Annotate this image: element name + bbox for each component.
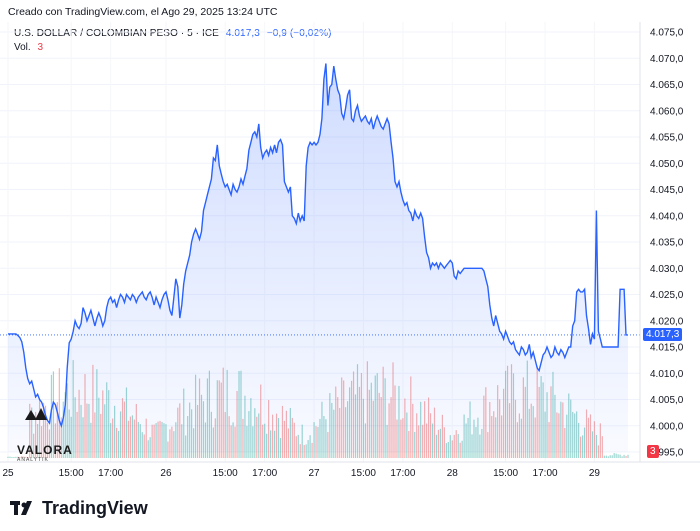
y-tick-label: 4.020,0: [650, 316, 684, 327]
y-tick-label: 4.070,0: [650, 54, 684, 65]
x-tick-label: 25: [2, 468, 14, 479]
volume-bar: [58, 368, 60, 458]
volume-bar: [617, 454, 619, 458]
volume-bar: [615, 453, 617, 458]
valora-logo-icon: [25, 408, 47, 420]
x-tick-label: 17:00: [252, 468, 277, 479]
volume-bar: [11, 457, 13, 458]
symbol-legend: U.S. DOLLAR / COLOMBIAN PESO · 5 · ICE 4…: [14, 28, 332, 39]
volume-bar: [9, 456, 11, 458]
x-tick-label: 15:00: [213, 468, 238, 479]
volume-value: 3: [37, 42, 44, 53]
y-tick-label: 4.075,0: [650, 28, 684, 39]
volume-bar: [627, 454, 629, 458]
price-area: [8, 63, 628, 452]
x-axis: 25 15:00 17:00 26 15:00 17:00 27 15:00 17:00 28 15…: [2, 468, 600, 479]
last-price: 4.017,3: [225, 28, 260, 39]
y-tick-label: 4.055,0: [650, 133, 684, 144]
price-change: −0,9 (−0,02%): [266, 28, 332, 39]
y-tick-label: 4.000,0: [650, 421, 684, 432]
watermark-name: VALORA: [17, 443, 73, 457]
volume-bar: [607, 456, 609, 458]
y-tick-label: 4.015,0: [650, 343, 684, 354]
volume-bar: [609, 455, 611, 458]
last-price-tag: 4.017,3: [643, 327, 683, 341]
volume-bar: [625, 455, 627, 458]
y-tick-label: 4.040,0: [650, 211, 684, 222]
volume-bar: [19, 457, 21, 458]
volume-bar: [21, 456, 23, 458]
x-tick-label: 15:00: [351, 468, 376, 479]
y-tick-label: 4.030,0: [650, 264, 684, 275]
y-axis: 4.075,0 4.070,0 4.065,0 4.060,0 4.055,0 4.050…: [0, 22, 700, 463]
volume-bar: [23, 456, 25, 458]
x-tick-label: 17:00: [533, 468, 558, 479]
chart-credit: Creado con TradingView.com, el Ago 29, 2…: [8, 6, 278, 18]
price-line: [8, 63, 628, 429]
symbol-name: U.S. DOLLAR / COLOMBIAN PESO · 5 · ICE: [14, 28, 219, 39]
volume-tag: 3: [647, 445, 659, 458]
x-tick-label: 28: [447, 468, 459, 479]
footer-brand[interactable]: TradingView: [10, 496, 148, 520]
volume-bar: [621, 456, 623, 458]
volume-legend: Vol. 3: [14, 42, 43, 53]
x-tick-label: 27: [308, 468, 320, 479]
x-tick-label: 17:00: [390, 468, 415, 479]
x-tick-label: 17:00: [98, 468, 123, 479]
volume-bar: [605, 455, 607, 458]
brand-name: TradingView: [42, 497, 148, 518]
volume-bar: [603, 455, 605, 458]
volume-bar: [613, 453, 615, 458]
volume-bar: [25, 456, 27, 458]
volume-bar: [13, 457, 15, 458]
y-tick-label: 4.025,0: [650, 290, 684, 301]
x-tick-label: 26: [160, 468, 172, 479]
y-tick-label: 4.045,0: [650, 185, 684, 196]
x-tick-label: 15:00: [493, 468, 518, 479]
y-tick-label: 4.035,0: [650, 238, 684, 249]
volume-bar: [17, 456, 19, 458]
volume-label: Vol.: [14, 42, 31, 53]
valora-logo: VALORA ANALYTIK: [17, 408, 77, 463]
volume-bar: [623, 454, 625, 458]
y-tick-label: 4.065,0: [650, 80, 684, 91]
y-tick-label: 4.060,0: [650, 106, 684, 117]
volume-bar: [27, 457, 29, 458]
volume-bar: [619, 454, 621, 458]
watermark-sub: ANALYTIK: [17, 457, 49, 463]
y-tick-label: 4.010,0: [650, 369, 684, 380]
y-tick-label: 3.995,0: [650, 448, 684, 459]
x-tick-label: 15:00: [59, 468, 84, 479]
volume-bar: [15, 456, 17, 458]
x-tick-label: 29: [589, 468, 601, 479]
volume-bar: [611, 455, 613, 458]
y-tick-label: 4.050,0: [650, 159, 684, 170]
volume-bar: [7, 456, 9, 458]
tradingview-logo-icon: [10, 501, 32, 515]
y-tick-label: 4.005,0: [650, 395, 684, 406]
